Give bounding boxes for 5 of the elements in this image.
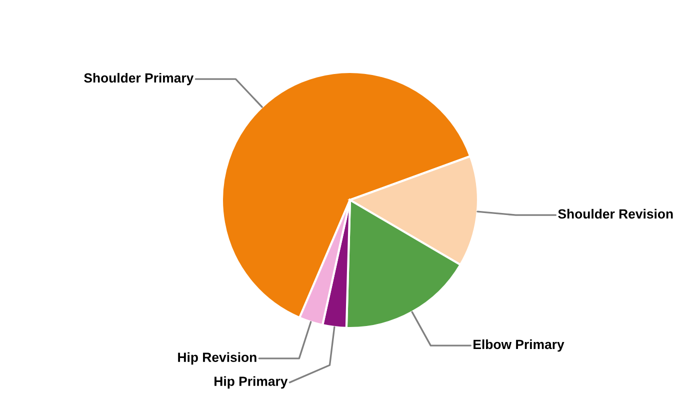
slice-label: Shoulder Primary [84, 72, 194, 86]
slice-label: Elbow Primary [474, 339, 564, 352]
slice-label: Hip Primary [214, 376, 288, 389]
slice-label: Hip Revision [178, 352, 256, 365]
slice-label: Shoulder Revision [558, 208, 673, 219]
